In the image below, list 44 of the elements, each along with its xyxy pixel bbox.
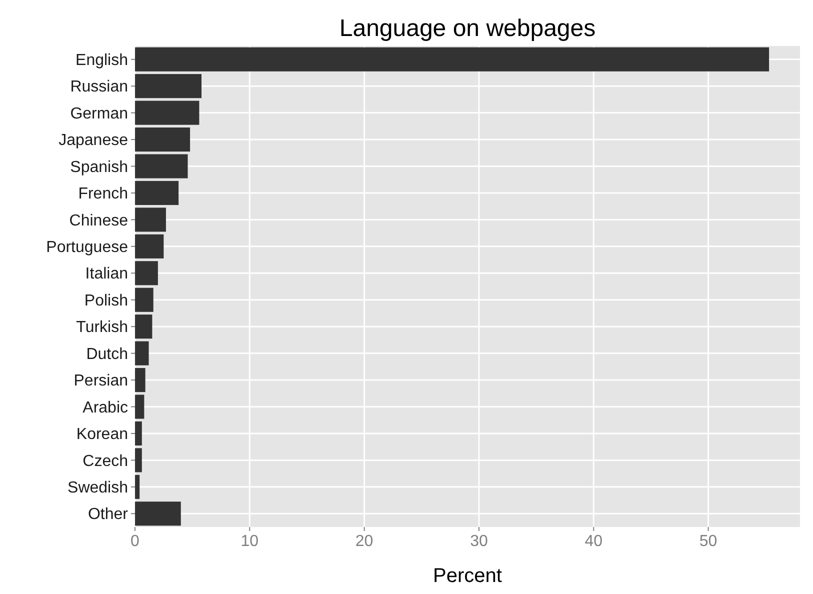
x-axis-title: Percent	[433, 565, 502, 587]
y-tick-label: Chinese	[69, 212, 128, 230]
y-tick-label: French	[78, 186, 128, 203]
bar	[135, 47, 770, 72]
y-tick-label: German	[70, 105, 128, 122]
y-tick-label: Polish	[84, 292, 128, 310]
bar	[135, 180, 179, 205]
y-tick-label: Dutch	[86, 346, 128, 363]
bar	[135, 74, 202, 98]
y-tick-label: Spanish	[70, 158, 128, 176]
x-tick-label: 20	[355, 533, 374, 550]
y-tick-label: Russian	[70, 78, 128, 96]
bar	[135, 288, 154, 312]
y-tick-label: Japanese	[58, 132, 128, 150]
bar	[135, 208, 166, 232]
bar	[135, 234, 164, 258]
bar	[135, 314, 152, 339]
bar	[135, 154, 188, 178]
y-tick-label: Portuguese	[46, 239, 128, 256]
bar	[135, 502, 181, 526]
y-tick-label: Czech	[82, 452, 128, 470]
y-tick-label: Swedish	[68, 480, 128, 497]
bar	[135, 474, 140, 499]
bar	[135, 100, 200, 125]
bar	[135, 261, 158, 286]
bar	[135, 341, 149, 366]
y-tick-label: English	[76, 52, 128, 69]
x-tick-label: 30	[470, 533, 488, 550]
y-tick-label: Other	[88, 506, 129, 524]
chart-title: Language on webpages	[339, 15, 596, 42]
y-tick-label: Arabic	[82, 399, 128, 416]
bar	[135, 128, 190, 152]
y-tick-label: Korean	[76, 426, 128, 444]
x-tick-label: 50	[699, 533, 718, 550]
bar	[135, 394, 144, 419]
x-tick-label: 0	[130, 533, 140, 550]
bar	[135, 448, 142, 472]
bar	[135, 421, 142, 446]
y-tick-label: Italian	[85, 266, 128, 283]
x-tick-label: 40	[584, 533, 603, 550]
x-tick-label: 10	[240, 533, 259, 550]
y-tick-label: Turkish	[76, 319, 128, 336]
bar	[135, 368, 146, 392]
y-tick-label: Persian	[74, 372, 128, 390]
